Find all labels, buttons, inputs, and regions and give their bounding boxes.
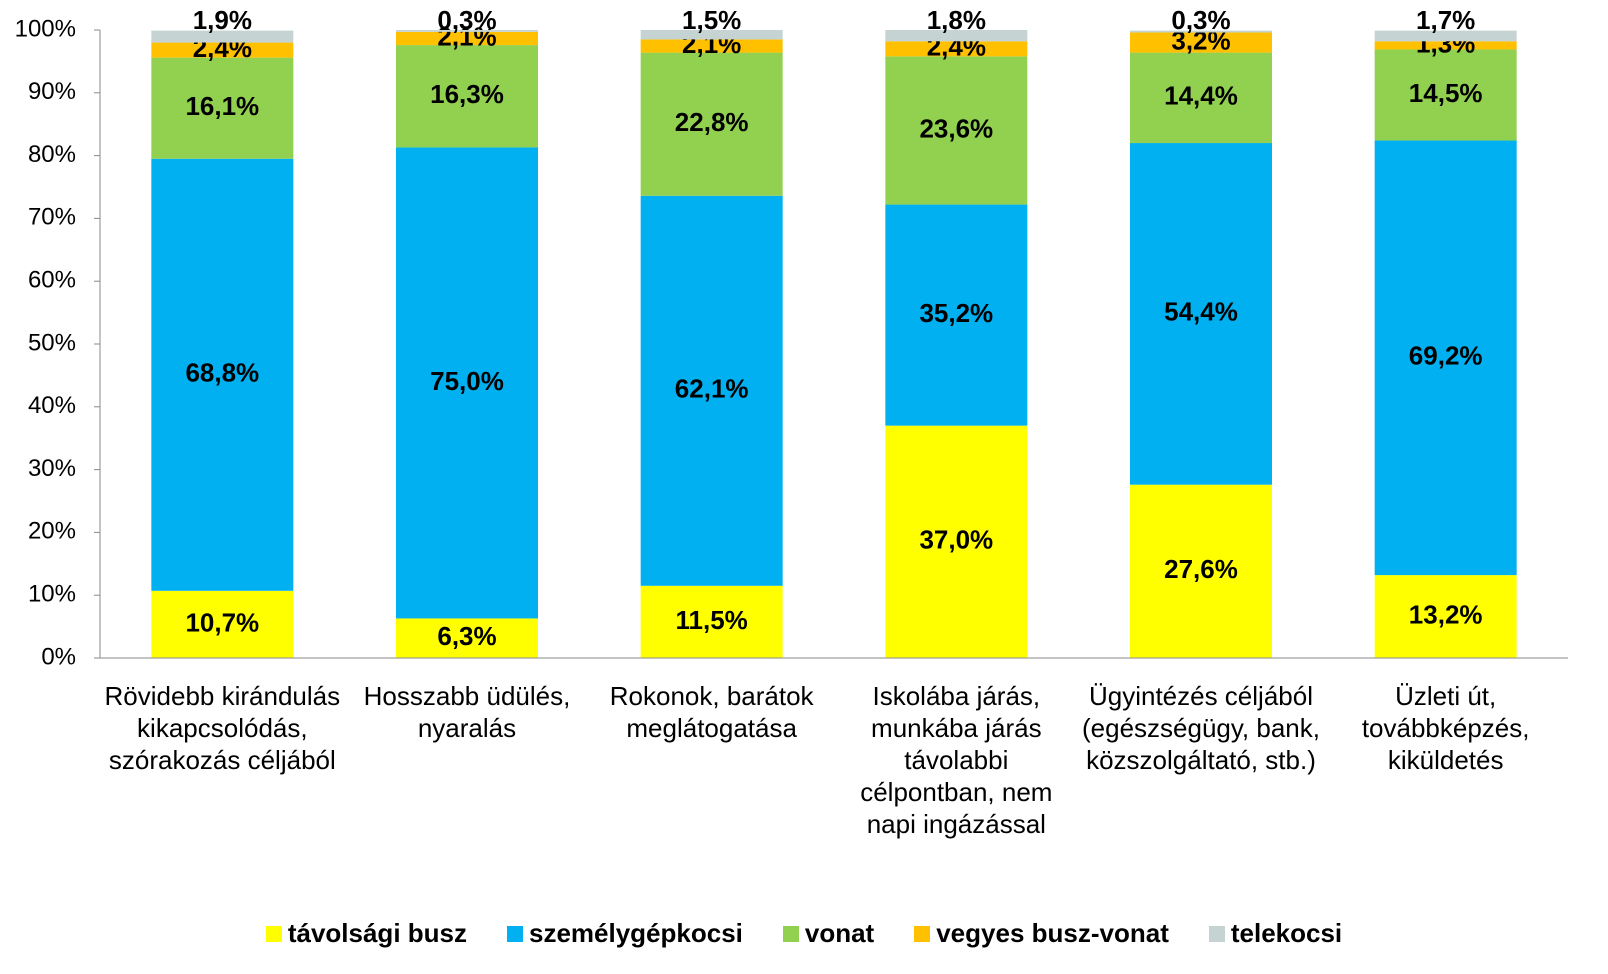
y-tick-label: 10% bbox=[28, 581, 76, 608]
legend-label: vonat bbox=[804, 918, 875, 948]
data-label: 27,6% bbox=[1164, 554, 1238, 584]
legend-item: telekocsi bbox=[1208, 918, 1343, 949]
legend-swatch bbox=[265, 925, 282, 942]
legend-swatch bbox=[782, 925, 799, 942]
x-tick-label: Rövidebb kirándulás kikapcsolódás, szóra… bbox=[104, 681, 341, 775]
data-label: 11,5% bbox=[676, 605, 748, 635]
bar-segment bbox=[1130, 143, 1272, 485]
data-label: 35,2% bbox=[919, 298, 993, 328]
x-tick-label: Üzleti út, továbbképzés, kiküldetés bbox=[1361, 681, 1530, 775]
data-label: 54,4% bbox=[1164, 297, 1238, 327]
data-label: 1,8% bbox=[927, 5, 986, 35]
bar-segment bbox=[396, 30, 538, 32]
data-label: 1,5% bbox=[682, 5, 741, 35]
bar-segment bbox=[1130, 30, 1272, 33]
y-tick-label: 30% bbox=[28, 455, 76, 482]
bar-segment bbox=[151, 590, 294, 658]
legend-label: vegyes busz-vonat bbox=[936, 918, 1169, 948]
data-label: 68,8% bbox=[185, 358, 259, 388]
legend-item: távolsági busz bbox=[265, 918, 467, 949]
bar-segment bbox=[1130, 52, 1272, 144]
y-tick-label: 100% bbox=[15, 15, 76, 42]
bar-segment bbox=[885, 425, 1028, 658]
bar-segment bbox=[640, 52, 783, 196]
bar-segment bbox=[640, 39, 783, 53]
legend-label: távolsági busz bbox=[287, 918, 467, 948]
y-tick-label: 0% bbox=[41, 643, 76, 670]
bar-segment bbox=[885, 41, 1028, 57]
legend-item: vonat bbox=[782, 918, 875, 949]
data-label: 16,3% bbox=[430, 79, 504, 109]
data-label: 14,4% bbox=[1164, 81, 1238, 111]
y-tick-label: 60% bbox=[28, 267, 76, 294]
bar-segment bbox=[1374, 41, 1517, 50]
bar-segment bbox=[396, 147, 538, 619]
x-tick-label: Rokonok, barátok meglátogatása bbox=[609, 681, 814, 743]
y-tick-label: 70% bbox=[28, 204, 76, 231]
data-label: 10,7% bbox=[185, 607, 259, 637]
bar-segment bbox=[640, 30, 783, 40]
bar-segment bbox=[1374, 30, 1517, 42]
bar-segment bbox=[1130, 484, 1272, 658]
bar-segment bbox=[1374, 49, 1517, 141]
legend-swatch bbox=[506, 925, 523, 942]
legend-item: személygépkocsi bbox=[506, 918, 743, 949]
bar-segment bbox=[151, 57, 294, 159]
bar-segment bbox=[1374, 575, 1517, 658]
y-tick-label: 40% bbox=[28, 392, 76, 419]
bar-segment bbox=[151, 30, 294, 43]
data-label: 16,1% bbox=[185, 91, 259, 121]
data-label: 14,5% bbox=[1409, 78, 1483, 108]
bar-segment bbox=[1374, 140, 1517, 576]
x-tick-label: Ügyintézés céljából (egészségügy, bank, … bbox=[1081, 681, 1320, 775]
bar-segment bbox=[885, 204, 1028, 426]
data-label: 0,3% bbox=[1171, 5, 1230, 35]
data-label: 1,7% bbox=[1416, 5, 1475, 35]
bar-segment bbox=[151, 42, 294, 58]
bar-segment bbox=[885, 30, 1028, 42]
data-label: 62,1% bbox=[675, 374, 749, 404]
bar-segment bbox=[396, 31, 538, 46]
data-label: 0,3% bbox=[437, 5, 496, 35]
bar-segment bbox=[640, 585, 783, 658]
x-tick-label: Iskolába járás, munkába járás távolabbi … bbox=[860, 681, 1053, 839]
bar-segment bbox=[640, 195, 783, 586]
bar-segment bbox=[885, 56, 1028, 205]
bar-segment bbox=[396, 618, 538, 658]
y-tick-label: 80% bbox=[28, 141, 76, 168]
legend-swatch bbox=[1208, 925, 1225, 942]
y-tick-label: 20% bbox=[28, 518, 76, 545]
x-tick-label: Hosszabb üdülés, nyaralás bbox=[363, 681, 571, 743]
data-label: 22,8% bbox=[675, 107, 749, 137]
bar-segment bbox=[151, 158, 294, 591]
data-label: 1,9% bbox=[193, 5, 252, 35]
data-label: 13,2% bbox=[1409, 599, 1483, 629]
legend: távolsági busz személygépkocsi vonat vegyes… bbox=[0, 918, 1608, 949]
bar-segment bbox=[396, 45, 538, 148]
legend-label: telekocsi bbox=[1230, 918, 1343, 948]
data-label: 75,0% bbox=[430, 366, 504, 396]
data-label: 69,2% bbox=[1409, 341, 1483, 371]
data-label: 37,0% bbox=[919, 525, 993, 555]
data-label: 6,3% bbox=[437, 621, 496, 651]
data-label: 2,1% bbox=[437, 21, 496, 51]
y-tick-label: 50% bbox=[28, 329, 76, 356]
legend-item: vegyes busz-vonat bbox=[914, 918, 1169, 949]
data-label: 3,2% bbox=[1171, 25, 1230, 55]
bar-segment bbox=[1130, 32, 1272, 53]
y-tick-label: 90% bbox=[28, 78, 76, 105]
data-label: 23,6% bbox=[919, 113, 993, 143]
legend-label: személygépkocsi bbox=[528, 918, 743, 948]
legend-swatch bbox=[914, 925, 931, 942]
